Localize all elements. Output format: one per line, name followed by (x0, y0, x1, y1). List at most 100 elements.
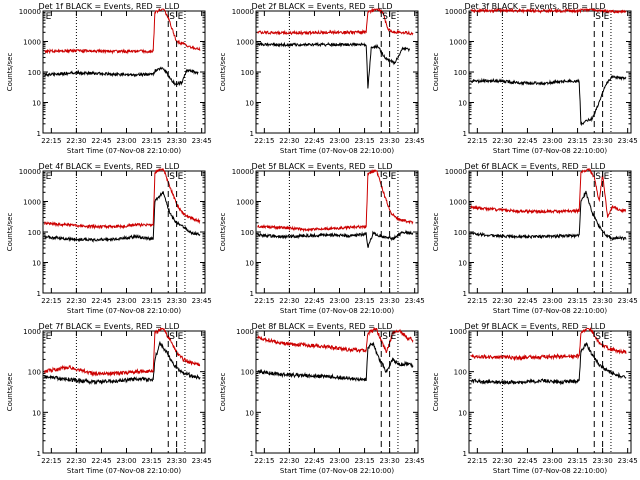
marker-label: S (382, 12, 388, 22)
x-tick-label: 23:00 (116, 457, 136, 465)
x-axis-label: Start Time (07-Nov-08 22:10:00) (493, 467, 607, 475)
y-tick-label: 1000 (449, 39, 467, 47)
chart-svg: Det 8f BLACK = Events, RED = LLD 1 10 100 10… (219, 322, 425, 475)
y-axis-label: Counts/sec (432, 53, 440, 92)
chart-svg: Det 6f BLACK = Events, RED = LLD 1 10 100 10… (432, 162, 638, 315)
chart-title: Det 3f BLACK = Events, RED = LLD (464, 2, 605, 11)
y-tick-label: 1 (250, 130, 254, 138)
x-tick-label: 23:15 (141, 297, 161, 305)
y-axis-label: Counts/sec (6, 53, 14, 92)
chart-svg: Det 7f BLACK = Events, RED = LLD 1 10 100 10… (6, 322, 212, 475)
y-tick-label: 100 (28, 229, 41, 237)
x-tick-label: 23:15 (354, 137, 374, 145)
chart-svg: Det 2f BLACK = Events, RED = LLD 1 10 100 10… (219, 2, 425, 155)
marker-label: E (604, 12, 610, 22)
y-tick-label: 100 (454, 229, 467, 237)
x-tick-label: 22:45 (91, 137, 111, 145)
plot-frame (468, 10, 632, 134)
detector-panel-7: Det 7f BLACK = Events, RED = LLD 1 10 100 10… (0, 320, 213, 480)
x-tick-label: 22:15 (41, 457, 61, 465)
x-tick-label: 23:30 (593, 137, 613, 145)
x-tick-label: 23:45 (192, 297, 212, 305)
x-tick-label: 22:45 (91, 297, 111, 305)
y-tick-label: 1 (37, 130, 41, 138)
marker-label: S (595, 332, 601, 342)
y-tick-label: 100 (454, 69, 467, 77)
detector-panel-4: Det 4f BLACK = Events, RED = LLD 1 10 100 10… (0, 160, 213, 320)
x-axis-label: Start Time (07-Nov-08 22:10:00) (280, 147, 394, 155)
series-line-events (257, 41, 411, 89)
y-tick-label: 10000 (445, 168, 467, 176)
y-axis-label: Counts/sec (219, 53, 227, 92)
marker-label: E (604, 172, 610, 182)
plot-frame (42, 170, 206, 294)
marker-label: S (169, 332, 175, 342)
y-tick-label: 10 (245, 100, 254, 108)
x-tick-label: 23:00 (116, 297, 136, 305)
x-tick-label: 23:45 (405, 457, 425, 465)
detector-panel-8: Det 8f BLACK = Events, RED = LLD 1 10 100 10… (213, 320, 426, 480)
series-line-lld (257, 7, 414, 36)
x-tick-label: 23:30 (380, 297, 400, 305)
marker-label: E (604, 332, 610, 342)
x-tick-label: 23:15 (567, 297, 587, 305)
x-tick-label: 23:45 (405, 137, 425, 145)
x-axis-label: Start Time (07-Nov-08 22:10:00) (67, 467, 181, 475)
x-tick-label: 23:30 (167, 457, 187, 465)
x-tick-label: 23:00 (116, 137, 136, 145)
chart-svg: Det 3f BLACK = Events, RED = LLD 1 10 100 10… (432, 2, 638, 155)
marker-label: S (595, 172, 601, 182)
plot-frame (42, 10, 206, 134)
y-tick-label: 1000 (23, 39, 41, 47)
y-tick-label: 1 (250, 290, 254, 298)
x-tick-label: 23:00 (329, 137, 349, 145)
y-tick-label: 1 (250, 450, 254, 458)
y-axis-label: Counts/sec (432, 373, 440, 412)
marker-label: S (382, 172, 388, 182)
x-tick-label: 23:15 (141, 137, 161, 145)
y-tick-label: 10000 (232, 168, 254, 176)
marker-label: E (178, 12, 184, 22)
x-tick-label: 22:30 (279, 137, 299, 145)
y-tick-label: 100 (28, 369, 41, 377)
x-tick-label: 22:45 (304, 457, 324, 465)
y-tick-label: 10000 (232, 8, 254, 16)
x-axis-label: Start Time (07-Nov-08 22:10:00) (280, 307, 394, 315)
x-tick-label: 23:15 (354, 457, 374, 465)
marker-label: S (382, 332, 388, 342)
x-tick-label: 22:30 (66, 457, 86, 465)
series-line-events (44, 340, 201, 385)
x-tick-label: 23:00 (542, 137, 562, 145)
x-tick-label: 22:45 (517, 137, 537, 145)
x-tick-label: 23:00 (329, 457, 349, 465)
x-axis-label: Start Time (07-Nov-08 22:10:00) (67, 307, 181, 315)
marker-label: S (169, 12, 175, 22)
plot-frame (255, 170, 419, 294)
chart-title: Det 7f BLACK = Events, RED = LLD (38, 322, 179, 331)
y-tick-label: 10 (458, 260, 467, 268)
x-tick-label: 22:30 (279, 297, 299, 305)
y-tick-label: 10 (32, 260, 41, 268)
x-tick-label: 23:00 (542, 457, 562, 465)
series-line-lld (470, 167, 627, 219)
y-tick-label: 1000 (449, 328, 467, 336)
plot-frame (255, 330, 419, 454)
series-line-lld (257, 169, 414, 233)
y-tick-label: 1000 (236, 328, 254, 336)
x-tick-label: 23:45 (192, 457, 212, 465)
x-tick-label: 22:15 (467, 457, 487, 465)
x-tick-label: 23:30 (380, 457, 400, 465)
x-tick-label: 22:15 (254, 297, 274, 305)
detector-panel-6: Det 6f BLACK = Events, RED = LLD 1 10 100 10… (426, 160, 639, 320)
x-tick-label: 22:45 (304, 297, 324, 305)
y-tick-label: 100 (241, 369, 254, 377)
x-tick-label: 22:30 (279, 457, 299, 465)
x-axis-label: Start Time (07-Nov-08 22:10:00) (67, 147, 181, 155)
plot-frame (42, 330, 206, 454)
x-tick-label: 22:45 (304, 137, 324, 145)
x-tick-label: 23:15 (567, 457, 587, 465)
x-tick-label: 22:30 (66, 137, 86, 145)
x-tick-label: 23:00 (329, 297, 349, 305)
y-tick-label: 10 (245, 409, 254, 417)
chart-title: Det 4f BLACK = Events, RED = LLD (38, 162, 179, 171)
